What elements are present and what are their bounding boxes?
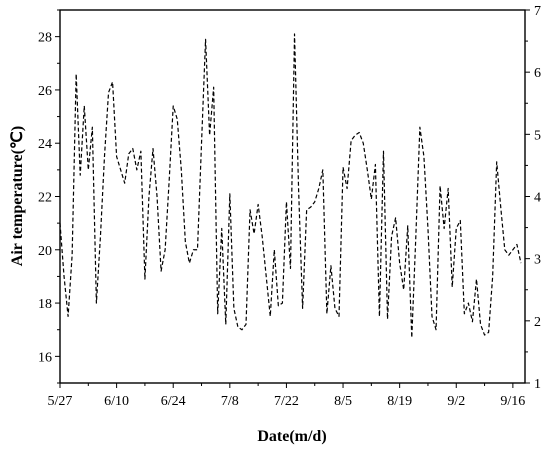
x-axis-title: Date(m/d) xyxy=(257,428,326,445)
y2-tick-label: 3 xyxy=(534,253,541,268)
x-tick-label: 9/2 xyxy=(447,394,465,409)
tick-layer: 16 18 20 22 24 26 28 1 2 3 4 5 6 7 5/27 6/10 6/24 7/8 7/22… xyxy=(38,4,541,409)
y-tick-label: 16 xyxy=(38,350,52,365)
x-tick-label: 6/10 xyxy=(104,394,129,409)
y-tick-label: 28 xyxy=(38,31,52,46)
y2-tick-label: 1 xyxy=(534,377,541,392)
y-tick-label: 24 xyxy=(38,137,52,152)
x-tick-label: 6/24 xyxy=(161,394,186,409)
y2-tick-label: 2 xyxy=(534,315,541,330)
x-tick-label: 8/19 xyxy=(387,394,412,409)
y-tick-label: 26 xyxy=(38,84,52,99)
y-axis-title: Air temperature(℃) xyxy=(9,126,26,266)
y-tick-label: 18 xyxy=(38,297,52,312)
y-tick-label: 20 xyxy=(38,244,52,259)
temperature-series-line xyxy=(59,33,522,339)
y2-tick-label: 5 xyxy=(534,128,541,143)
x-tick-label: 7/8 xyxy=(221,394,239,409)
x-tick-label: 9/16 xyxy=(500,394,525,409)
x-tick-label: 8/5 xyxy=(334,394,352,409)
plot-frame xyxy=(59,9,526,384)
x-tick-label: 5/27 xyxy=(48,394,73,409)
data-layer xyxy=(59,33,522,339)
y-tick-label: 22 xyxy=(38,191,52,206)
y2-tick-label: 4 xyxy=(534,191,541,206)
y2-tick-label: 7 xyxy=(534,4,541,19)
y2-tick-label: 6 xyxy=(534,66,541,81)
x-tick-label: 7/22 xyxy=(274,394,299,409)
